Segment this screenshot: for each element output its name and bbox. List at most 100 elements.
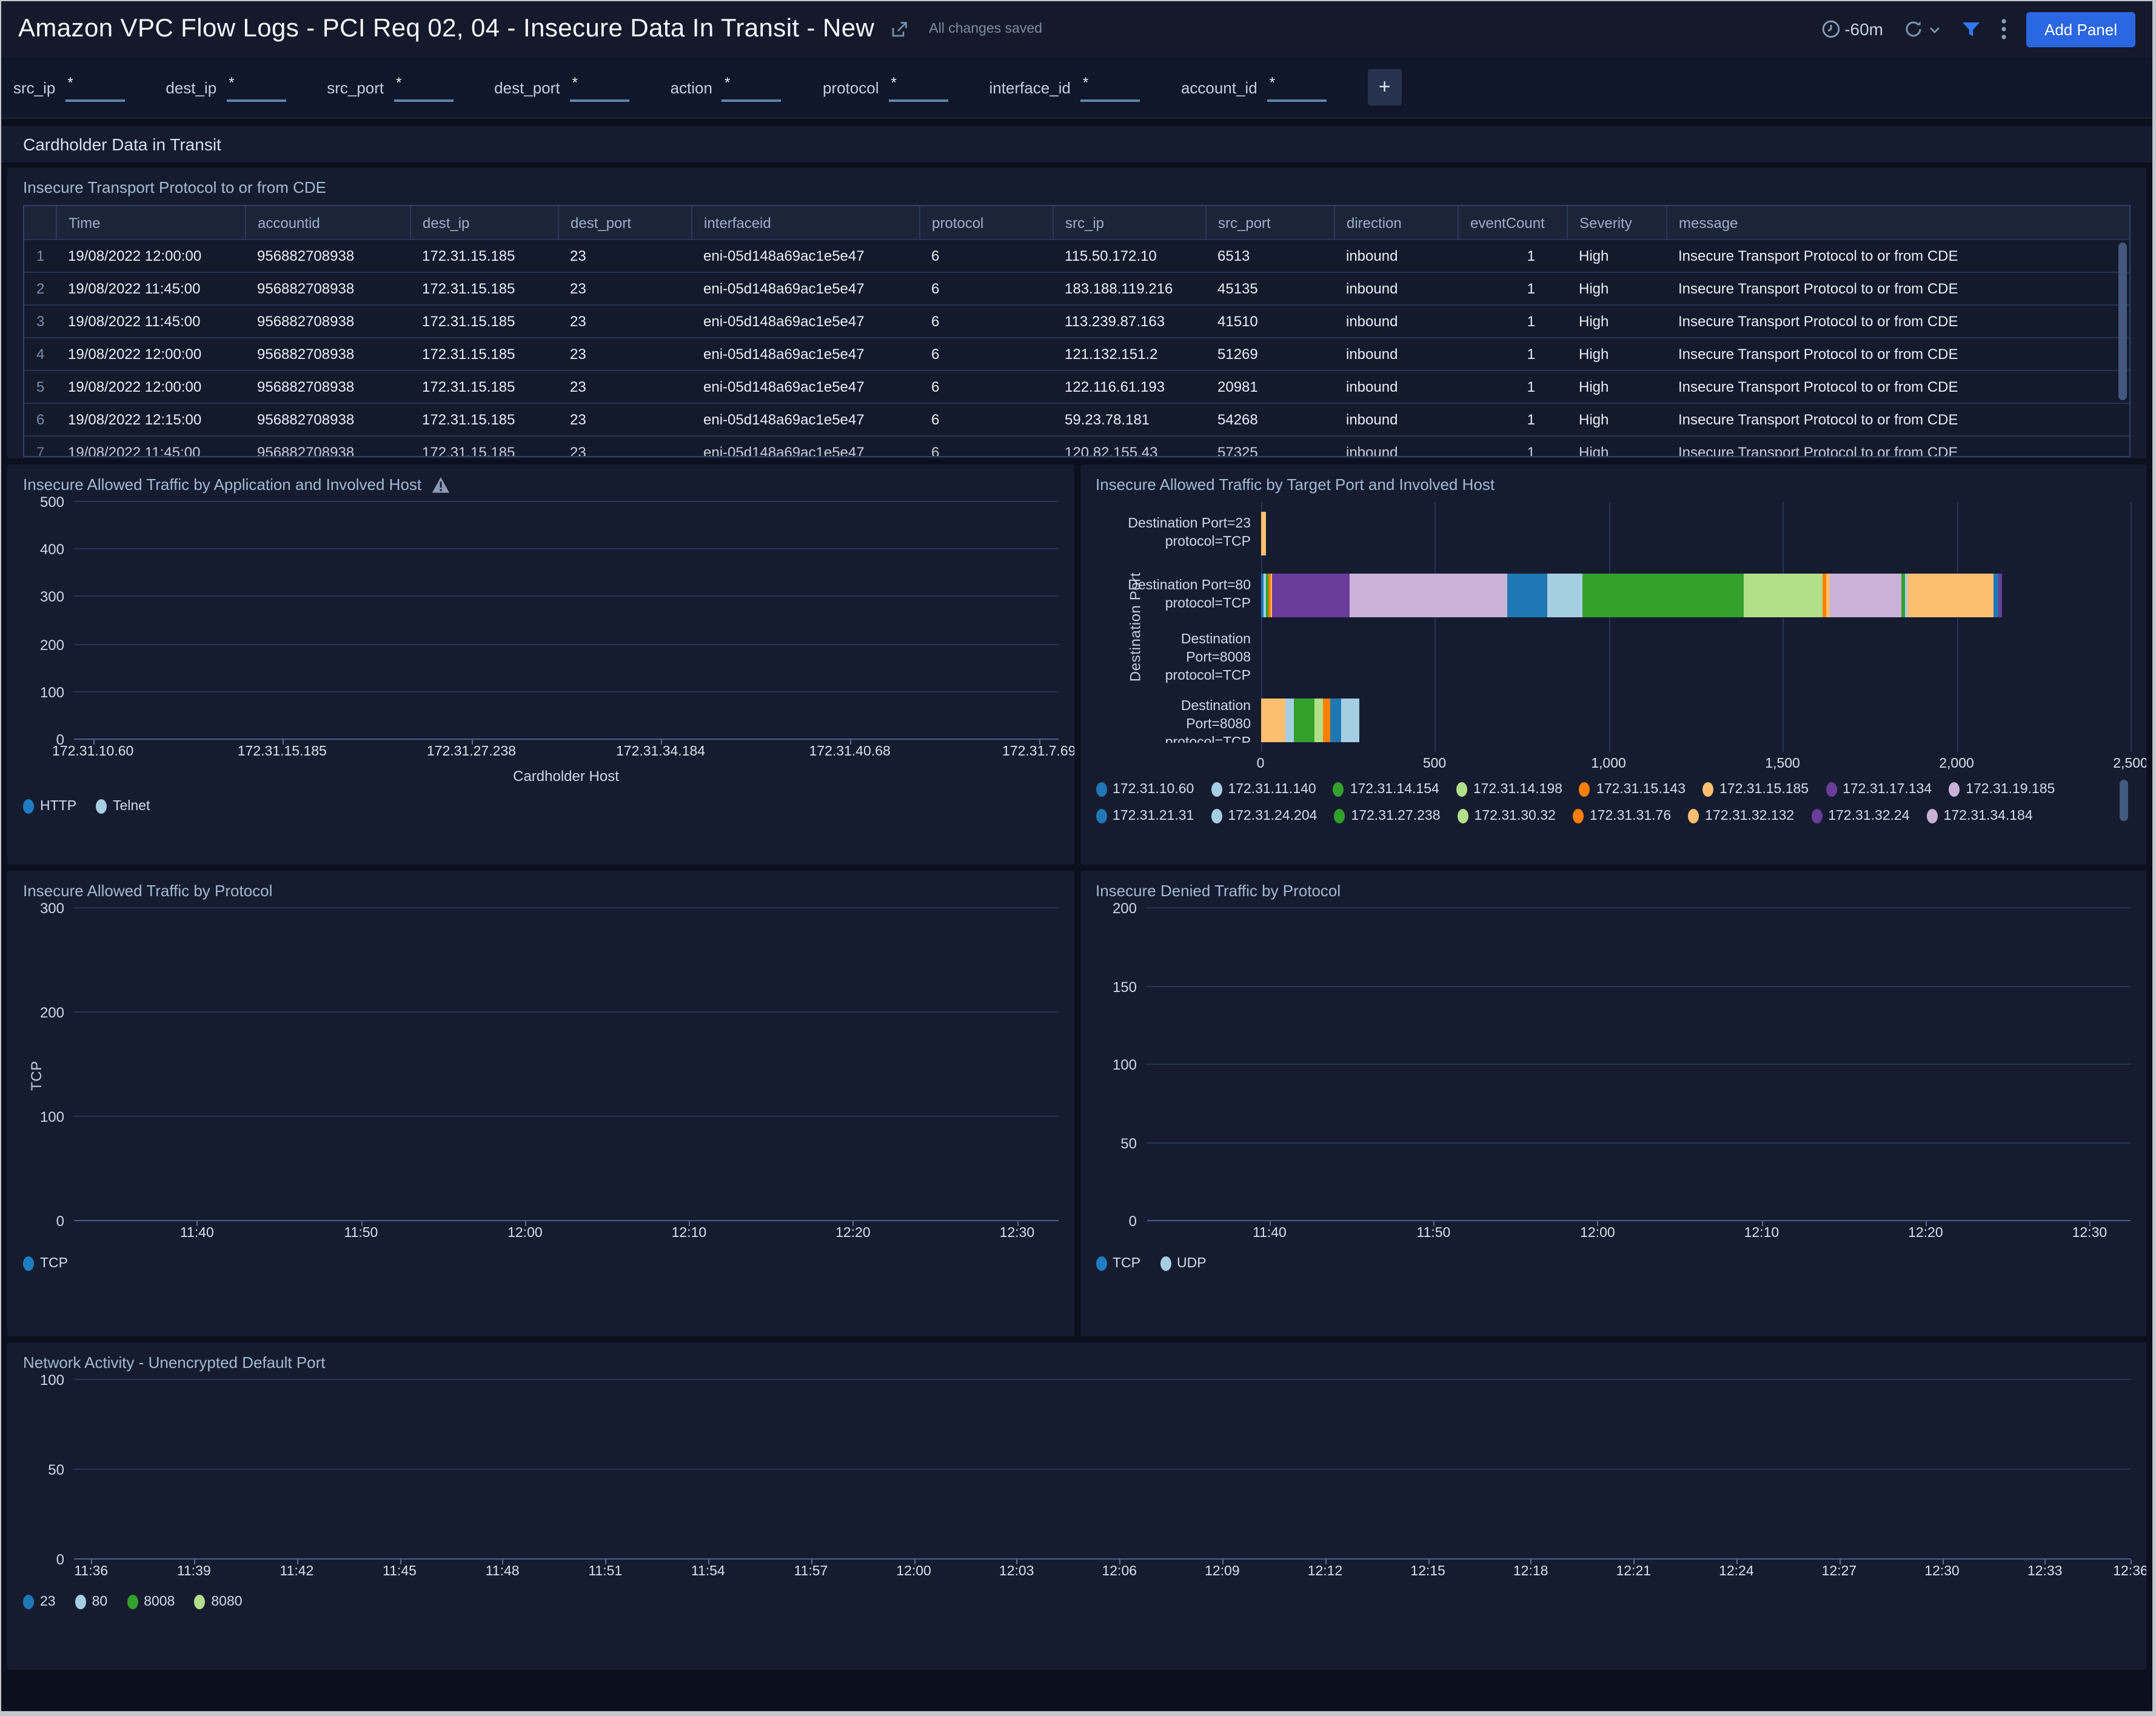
column-header-message[interactable]: message: [1666, 206, 2129, 240]
legend-item-172.31.19.185[interactable]: 172.31.19.185: [1949, 782, 2055, 797]
h-bar-segment: [1901, 574, 1905, 618]
filter-value-input[interactable]: *: [888, 73, 948, 101]
plot-area: [1260, 502, 2132, 752]
table-row[interactable]: 4 19/08/2022 12:00:00 956882708938 172.31.1…: [24, 337, 2129, 370]
filter-label: src_port: [327, 78, 384, 96]
filter-value-input[interactable]: *: [1267, 73, 1327, 101]
column-header-accountid[interactable]: accountid: [245, 206, 410, 240]
legend-item-8080[interactable]: 8080: [194, 1595, 243, 1609]
legend-item-80[interactable]: 80: [75, 1595, 107, 1609]
column-header-src_ip[interactable]: src_ip: [1053, 206, 1206, 240]
table-cell: 23: [558, 239, 691, 272]
legend-item-172.31.32.132[interactable]: 172.31.32.132: [1688, 809, 1794, 823]
h-bar[interactable]: [1260, 699, 1359, 743]
time-range-button[interactable]: -60m: [1821, 19, 1883, 39]
filter-value-input[interactable]: *: [65, 73, 125, 101]
table-row[interactable]: 1 19/08/2022 12:00:00 956882708938 172.31.1…: [24, 239, 2129, 272]
filter-value-input[interactable]: *: [721, 73, 782, 101]
filter-value-input[interactable]: *: [226, 73, 286, 101]
x-tick-label: 1,500: [1765, 757, 1800, 771]
y-tick-label: 400: [39, 541, 64, 558]
column-header-Time[interactable]: Time: [56, 206, 246, 240]
column-header-protocol[interactable]: protocol: [919, 206, 1053, 240]
table-cell: 172.31.15.185: [410, 370, 558, 403]
column-header-interfaceid[interactable]: interfaceid: [691, 206, 920, 240]
column-header-src_port[interactable]: src_port: [1205, 206, 1334, 240]
filter-item-src_port[interactable]: src_port *: [327, 73, 454, 101]
more-options-button[interactable]: [2001, 18, 2007, 40]
legend-item-172.31.31.76[interactable]: 172.31.31.76: [1572, 809, 1671, 823]
filter-value-input[interactable]: *: [569, 73, 629, 101]
column-header-Severity[interactable]: Severity: [1567, 206, 1667, 240]
legend-item-172.31.15.185[interactable]: 172.31.15.185: [1702, 782, 1809, 797]
table-row[interactable]: 3 19/08/2022 11:45:00 956882708938 172.31.1…: [24, 304, 2129, 338]
legend-label: HTTP: [40, 799, 77, 814]
column-header-eventCount[interactable]: eventCount: [1458, 206, 1567, 240]
legend-item-UDP[interactable]: UDP: [1160, 1256, 1207, 1271]
legend-item-172.31.30.32[interactable]: 172.31.30.32: [1457, 809, 1556, 823]
refresh-button[interactable]: [1903, 18, 1941, 40]
column-header-dest_ip[interactable]: dest_ip: [410, 206, 558, 240]
filter-button[interactable]: [1961, 19, 1981, 39]
legend-item-172.31.34.184[interactable]: 172.31.34.184: [1926, 809, 2033, 823]
h-bar-segment: [1341, 699, 1359, 743]
column-header-direction[interactable]: direction: [1334, 206, 1458, 240]
x-tick-label: 500: [1422, 757, 1447, 771]
chart-network-activity: 0 50 100 11:36 11:39 11:42 11:45 11:48 11:51 11:5…: [23, 1372, 2146, 1609]
filter-item-account_id[interactable]: account_id *: [1181, 73, 1327, 101]
filter-item-action[interactable]: action *: [671, 73, 782, 101]
table-row[interactable]: 5 19/08/2022 12:00:00 956882708938 172.31.1…: [24, 370, 2129, 403]
x-axis-line: [1147, 1220, 2131, 1221]
tick-mark: [196, 1221, 198, 1226]
row-label-line: protocol=TCP: [1165, 597, 1251, 612]
filter-item-dest_ip[interactable]: dest_ip *: [166, 73, 286, 101]
legend-item-172.31.15.143[interactable]: 172.31.15.143: [1579, 782, 1686, 797]
legend-item-23[interactable]: 23: [23, 1595, 56, 1609]
share-icon[interactable]: [889, 19, 909, 39]
filter-item-dest_port[interactable]: dest_port *: [494, 73, 629, 101]
x-tick-label: 11:40: [179, 1226, 214, 1241]
table-cell: 4: [24, 337, 56, 370]
legend-item-172.31.14.198[interactable]: 172.31.14.198: [1456, 782, 1562, 797]
legend-item-172.31.24.204[interactable]: 172.31.24.204: [1211, 809, 1317, 823]
y-tick-label: 0: [56, 1551, 64, 1568]
legend-item-HTTP[interactable]: HTTP: [23, 799, 76, 814]
legend-item-172.31.11.140[interactable]: 172.31.11.140: [1211, 782, 1316, 797]
legend-item-172.31.17.134[interactable]: 172.31.17.134: [1826, 782, 1932, 797]
legend-dot: [1160, 1256, 1171, 1271]
row-label-line: Destination: [1180, 632, 1251, 647]
table-cell: 6: [919, 435, 1053, 456]
filter-item-protocol[interactable]: protocol *: [823, 73, 948, 101]
table-cell: 19/08/2022 11:45:00: [56, 304, 245, 338]
filter-item-interface_id[interactable]: interface_id *: [989, 73, 1140, 101]
legend-item-TCP[interactable]: TCP: [1096, 1256, 1140, 1271]
add-filter-button[interactable]: +: [1367, 69, 1402, 106]
table-cell: eni-05d148a69ac1e5e47: [691, 370, 919, 403]
table-row[interactable]: 6 19/08/2022 12:15:00 956882708938 172.31.1…: [24, 403, 2129, 436]
filter-value-input[interactable]: *: [393, 73, 454, 101]
warning-icon[interactable]: [431, 476, 449, 493]
add-panel-button[interactable]: Add Panel: [2026, 12, 2135, 47]
h-bar[interactable]: [1260, 574, 2002, 618]
table-row[interactable]: 7 19/08/2022 11:45:00 956882708938 172.31.1…: [24, 435, 2129, 456]
legend-scrollbar[interactable]: [2120, 780, 2128, 821]
legend-item-172.31.10.60[interactable]: 172.31.10.60: [1096, 782, 1194, 797]
h-bar[interactable]: [1260, 511, 1266, 555]
legend-item-172.31.14.154[interactable]: 172.31.14.154: [1333, 782, 1439, 797]
column-header-dest_port[interactable]: dest_port: [558, 206, 692, 240]
legend-item-Telnet[interactable]: Telnet: [96, 799, 150, 814]
table-cell: High: [1567, 337, 1666, 370]
table-row[interactable]: 2 19/08/2022 11:45:00 956882708938 172.31.1…: [24, 272, 2129, 305]
filter-value-input[interactable]: *: [1080, 73, 1140, 101]
filter-item-src_ip[interactable]: src_ip *: [13, 73, 125, 101]
legend-item-172.31.27.238[interactable]: 172.31.27.238: [1334, 809, 1441, 823]
tick-mark: [502, 1560, 504, 1564]
legend-item-172.31.32.24[interactable]: 172.31.32.24: [1811, 809, 1910, 823]
legend-item-TCP[interactable]: TCP: [23, 1256, 68, 1271]
table-cell: 1: [1458, 435, 1567, 456]
tick-mark: [914, 1560, 916, 1564]
legend-item-8008[interactable]: 8008: [127, 1595, 175, 1609]
table-scrollbar[interactable]: [2118, 243, 2127, 400]
filter-label: protocol: [822, 78, 879, 96]
legend-item-172.31.21.31[interactable]: 172.31.21.31: [1096, 809, 1194, 823]
